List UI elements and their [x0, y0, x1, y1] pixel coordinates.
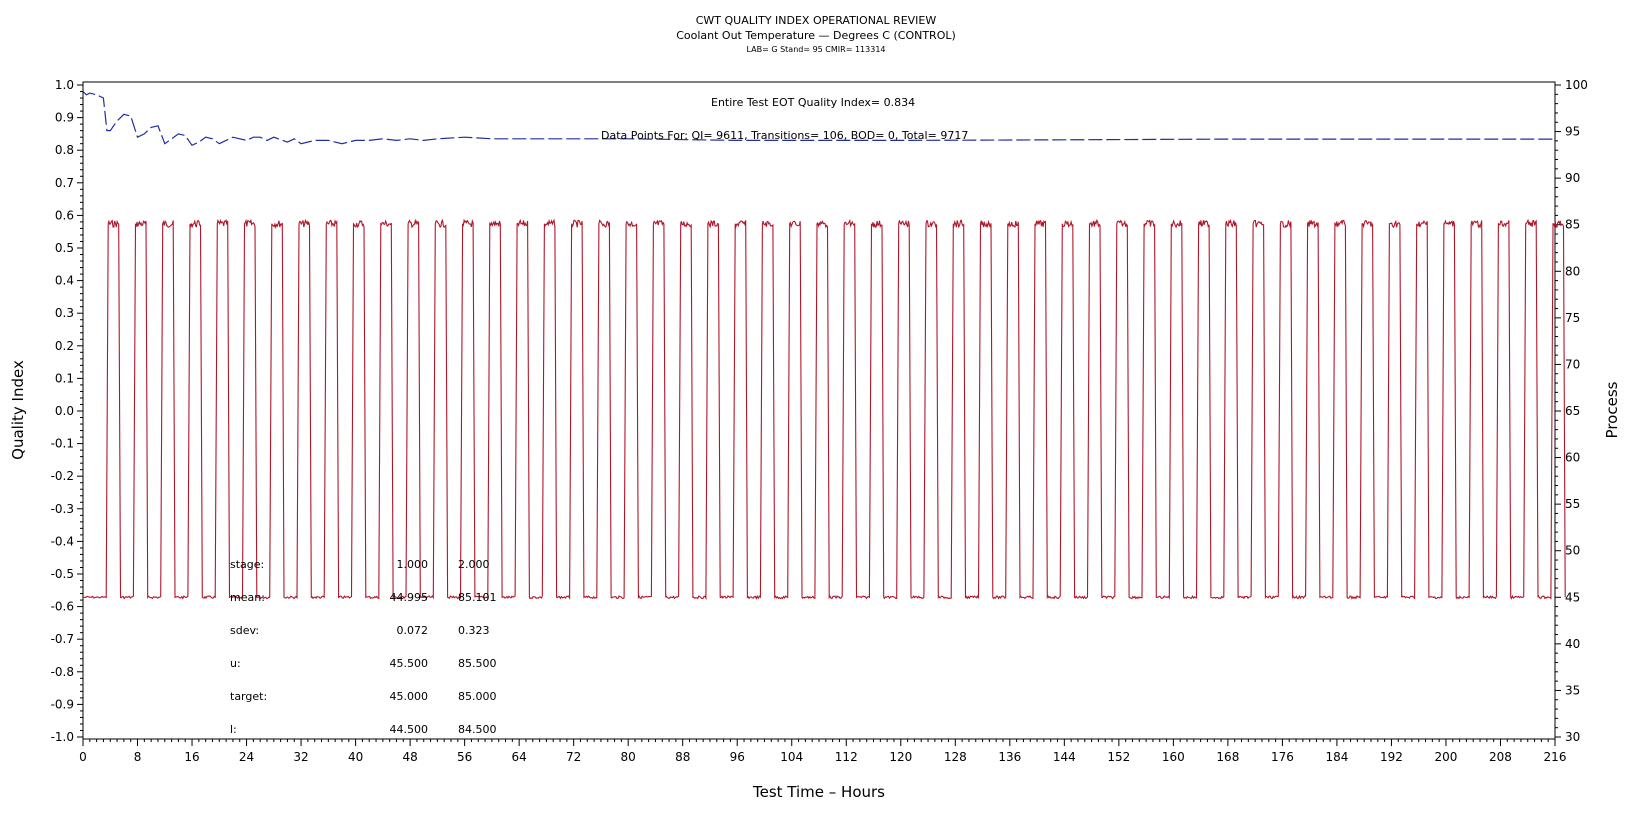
x-tick-label: 160 [1162, 750, 1185, 764]
y2-tick-label: 30 [1565, 730, 1580, 744]
x-tick-label: 0 [79, 750, 87, 764]
y-tick-label: 0.0 [55, 404, 74, 418]
axes-ticks: 0 8 16 24 32 40 48 56 64 72 80 88 96 104 112 120 128 136 1… [51, 78, 1588, 764]
stats-label: mean: [230, 591, 265, 604]
y-tick-label: -0.3 [51, 502, 74, 516]
x-tick-label: 136 [998, 750, 1021, 764]
process-line [83, 218, 1566, 601]
y-tick-label: 0.2 [55, 339, 74, 353]
stats-label: target: [230, 690, 267, 703]
y2-axis-label: Process [1603, 381, 1621, 438]
stats-value-stage1: 1.000 [397, 558, 429, 571]
x-tick-label: 104 [780, 750, 803, 764]
y-tick-label: -0.4 [51, 534, 74, 548]
y2-tick-label: 55 [1565, 497, 1580, 511]
stats-table: stage: 1.000 2.000 mean: 44.995 85.101 sdev: 0.… [230, 558, 497, 736]
y-tick-label: -0.5 [51, 567, 74, 581]
stats-value-stage1: 45.500 [390, 657, 429, 670]
x-axis-label: Test Time – Hours [752, 783, 885, 801]
y-tick-label: -1.0 [51, 730, 74, 744]
x-tick-label: 8 [134, 750, 142, 764]
x-tick-label: 64 [512, 750, 527, 764]
y-axis-label: Quality Index [9, 360, 27, 460]
stats-value-stage2: 84.500 [458, 723, 497, 736]
data-points-annotation: Data Points For: QI= 9611, Transitions= … [601, 129, 968, 142]
y2-tick-label: 35 [1565, 683, 1580, 697]
x-tick-label: 192 [1380, 750, 1403, 764]
y-tick-label: -0.9 [51, 697, 74, 711]
y-tick-label: 0.6 [55, 208, 74, 222]
x-tick-label: 152 [1107, 750, 1130, 764]
y2-tick-label: 80 [1565, 264, 1580, 278]
stats-value-stage2: 85.000 [458, 690, 497, 703]
x-tick-label: 120 [889, 750, 912, 764]
x-tick-label: 200 [1435, 750, 1458, 764]
x-tick-label: 128 [944, 750, 967, 764]
y2-tick-label: 60 [1565, 451, 1580, 465]
x-tick-label: 184 [1325, 750, 1348, 764]
x-tick-label: 16 [184, 750, 199, 764]
quality-index-annotation: Entire Test EOT Quality Index= 0.834 [711, 96, 915, 109]
chart-title: CWT QUALITY INDEX OPERATIONAL REVIEW [696, 14, 937, 27]
chart-subtitle: Coolant Out Temperature — Degrees C (CON… [676, 29, 956, 42]
x-tick-label: 24 [239, 750, 254, 764]
y-tick-label: 0.9 [55, 111, 74, 125]
y-tick-label: 0.7 [55, 176, 74, 190]
y-tick-label: 0.3 [55, 306, 74, 320]
y-tick-label: -0.8 [51, 665, 74, 679]
stats-label: stage: [230, 558, 264, 571]
y-tick-label: -0.6 [51, 600, 74, 614]
y2-tick-label: 75 [1565, 311, 1580, 325]
series-lines [82, 91, 1566, 601]
x-tick-label: 168 [1216, 750, 1239, 764]
y-tick-label: 0.1 [55, 371, 74, 385]
stats-label: l: [230, 723, 237, 736]
y2-tick-label: 50 [1565, 544, 1580, 558]
x-tick-label: 88 [675, 750, 690, 764]
stats-label: sdev: [230, 624, 259, 637]
y-tick-label: 0.5 [55, 241, 74, 255]
stats-value-stage2: 2.000 [458, 558, 490, 571]
stats-label: u: [230, 657, 241, 670]
x-tick-label: 80 [621, 750, 636, 764]
x-tick-label: 176 [1271, 750, 1294, 764]
x-tick-label: 72 [566, 750, 581, 764]
y2-tick-label: 100 [1565, 78, 1588, 92]
stats-value-stage1: 45.000 [390, 690, 429, 703]
stats-value-stage2: 0.323 [458, 624, 490, 637]
y2-tick-label: 45 [1565, 590, 1580, 604]
x-tick-label: 40 [348, 750, 363, 764]
quality-index-line [82, 91, 1555, 147]
stats-value-stage2: 85.101 [458, 591, 497, 604]
stats-value-stage1: 44.500 [390, 723, 429, 736]
x-tick-label: 216 [1544, 750, 1567, 764]
stats-value-stage2: 85.500 [458, 657, 497, 670]
y2-tick-label: 65 [1565, 404, 1580, 418]
y-tick-label: -0.7 [51, 632, 74, 646]
x-tick-label: 112 [835, 750, 858, 764]
x-tick-label: 96 [730, 750, 745, 764]
stats-value-stage1: 44.995 [390, 591, 429, 604]
x-tick-label: 144 [1053, 750, 1076, 764]
y2-tick-label: 95 [1565, 125, 1580, 139]
y2-tick-label: 85 [1565, 218, 1580, 232]
y2-tick-label: 40 [1565, 637, 1580, 651]
y2-tick-label: 70 [1565, 357, 1580, 371]
y2-tick-label: 90 [1565, 171, 1580, 185]
x-tick-label: 208 [1489, 750, 1512, 764]
y-tick-label: -0.2 [51, 469, 74, 483]
chart-subtitle-2: LAB= G Stand= 95 CMIR= 113314 [746, 45, 885, 54]
y-tick-label: 0.8 [55, 143, 74, 157]
stats-value-stage1: 0.072 [397, 624, 429, 637]
x-tick-label: 48 [402, 750, 417, 764]
x-tick-label: 56 [457, 750, 472, 764]
y-tick-label: 0.4 [55, 274, 74, 288]
y-tick-label: -0.1 [51, 437, 74, 451]
x-tick-label: 32 [293, 750, 308, 764]
y-tick-label: 1.0 [55, 78, 74, 92]
